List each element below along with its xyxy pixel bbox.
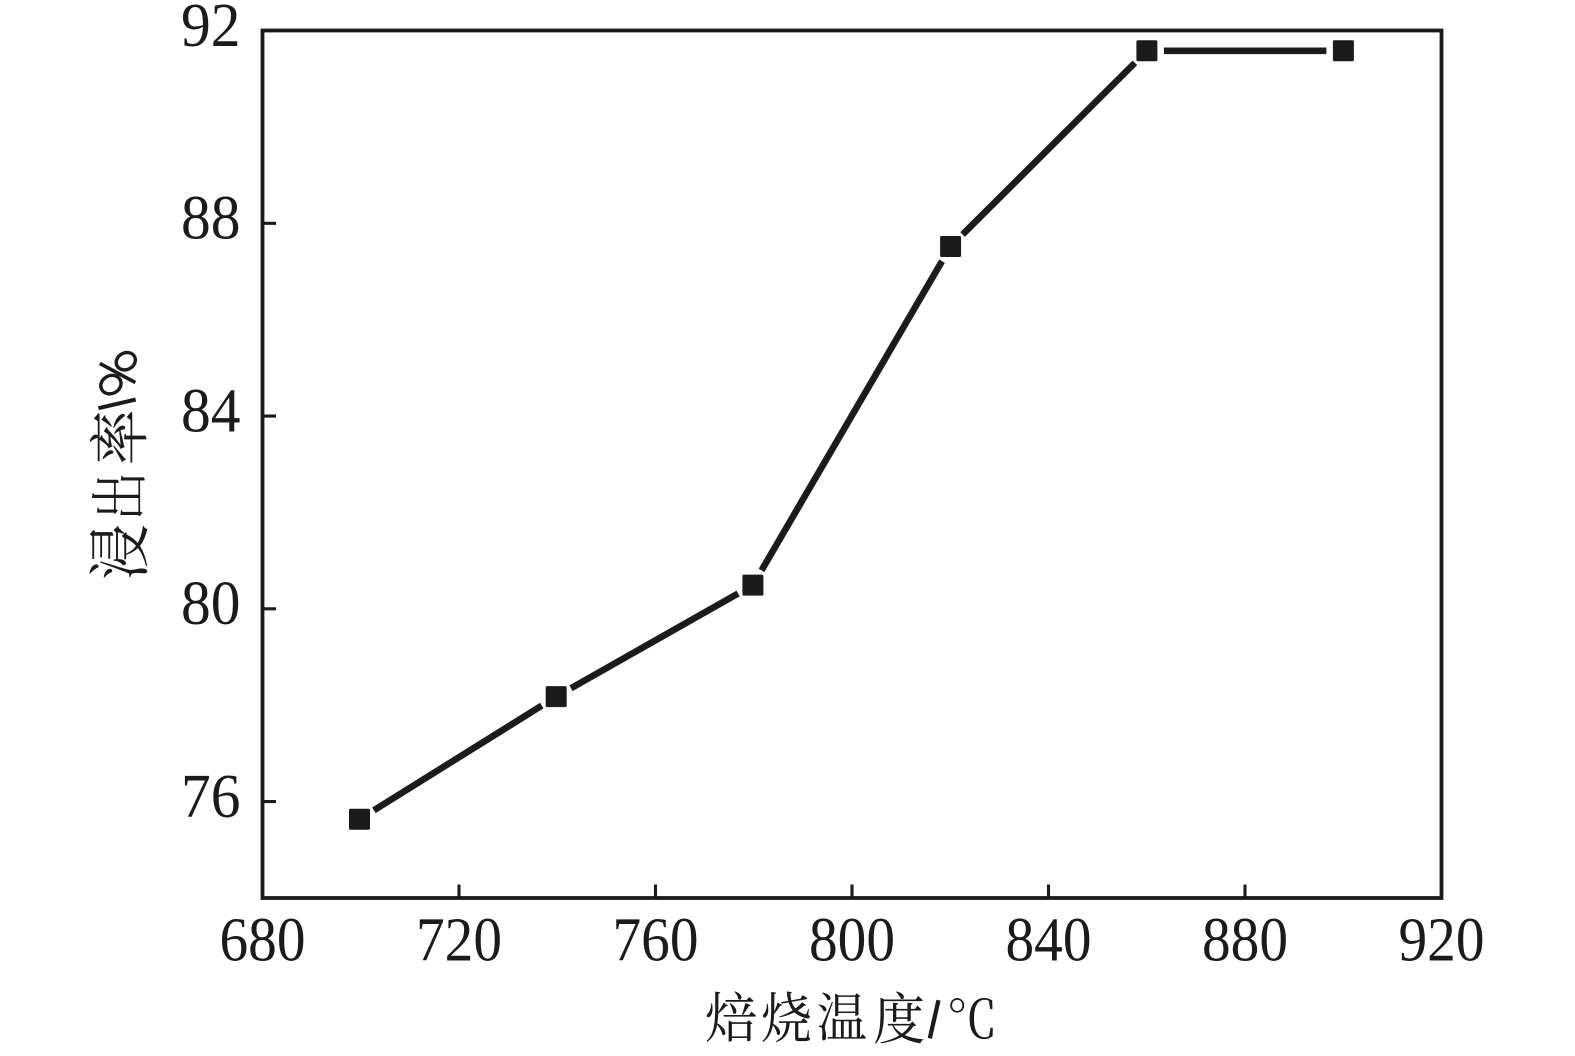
svg-text:720: 720 [416,907,502,975]
svg-text:92: 92 [181,0,241,60]
svg-text:80: 80 [181,570,241,638]
svg-text:840: 840 [1006,907,1092,975]
svg-text:88: 88 [181,185,241,253]
svg-text:84: 84 [181,377,241,445]
svg-text:880: 880 [1202,907,1288,975]
svg-text:680: 680 [220,907,306,975]
svg-text:760: 760 [613,907,699,975]
svg-text:800: 800 [809,907,895,975]
svg-text:920: 920 [1399,907,1485,975]
svg-text:76: 76 [181,763,241,831]
